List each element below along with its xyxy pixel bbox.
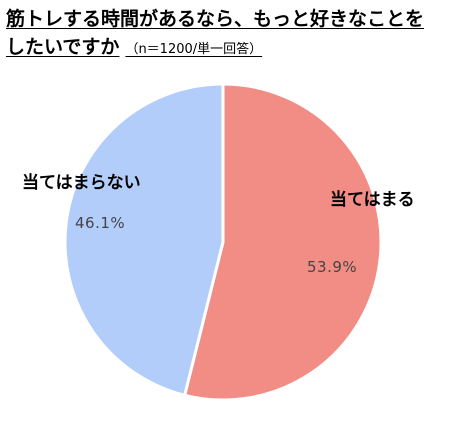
chart-title-line-2: したいですか	[6, 36, 120, 58]
chart-title-block: 筋トレする時間があるなら、もっと好きなことを したいですか （n＝1200/単一回…	[6, 6, 444, 60]
pie-slices	[63, 82, 383, 402]
chart-subtitle: （n＝1200/単一回答）	[125, 42, 263, 57]
pie-slice-agree	[183, 82, 383, 402]
chart-title-line-1: 筋トレする時間があるなら、もっと好きなことを	[6, 8, 425, 30]
slice-value-disagree: 46.1%	[75, 214, 125, 232]
slice-label-disagree: 当てはまらない	[22, 172, 141, 193]
slice-label-agree: 当てはまる	[330, 189, 415, 210]
slice-value-agree: 53.9%	[307, 258, 357, 276]
pie-slice-disagree	[63, 82, 225, 397]
